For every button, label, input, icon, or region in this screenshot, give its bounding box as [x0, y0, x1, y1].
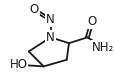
Text: N: N — [46, 31, 54, 44]
Text: HO: HO — [9, 58, 27, 71]
Text: NH₂: NH₂ — [92, 41, 114, 54]
Text: O: O — [87, 15, 96, 28]
Text: N: N — [46, 13, 54, 26]
Text: O: O — [30, 3, 39, 16]
